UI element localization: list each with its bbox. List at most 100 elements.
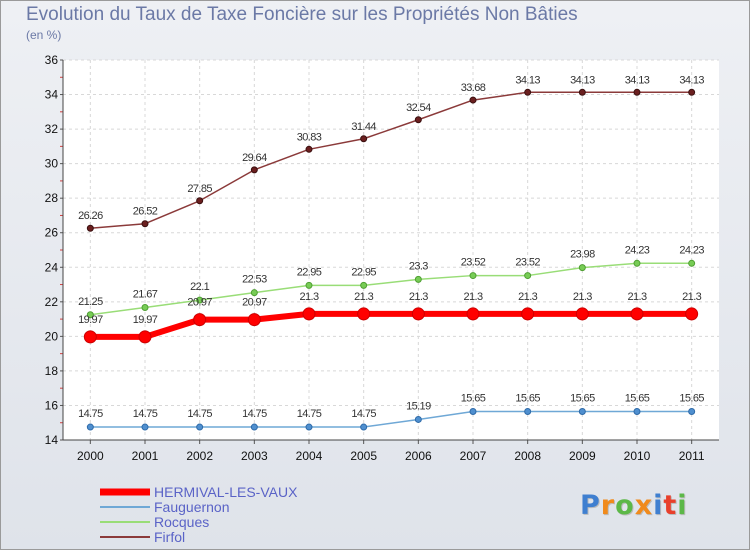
data-label: 34.13 [625,74,650,86]
grid-lines [63,59,719,441]
data-label: 23.3 [409,260,428,272]
data-label: 23.52 [515,257,540,269]
x-tick-label: 2009 [569,449,596,463]
y-tick-label: 28 [45,191,59,205]
data-point [196,296,204,304]
logo-letter: r [600,490,616,521]
x-tick-label: 2004 [296,449,323,463]
data-point [305,423,313,431]
data-point [633,408,641,415]
x-tick-label: 2003 [241,449,268,463]
data-point [578,408,586,415]
data-label: 26.26 [78,210,103,222]
logo-letter: i [677,490,688,521]
y-tick-label: 30 [45,157,59,171]
data-point [469,272,477,280]
logo-letter: o [615,490,635,521]
data-label: 22.53 [242,274,267,286]
x-tick-label: 2001 [132,449,159,463]
data-label: 21.3 [573,291,592,303]
data-point [360,423,368,431]
data-point [250,423,258,431]
data-label: 20.97 [187,297,212,309]
data-point [86,423,94,431]
logo-letter: P [580,490,601,521]
x-tick-label: 2002 [186,449,213,463]
data-label: 15.65 [515,393,540,405]
logo-letter: t [663,490,678,521]
data-point [688,88,696,96]
x-tick-label: 2007 [460,449,487,463]
data-label: 14.75 [351,408,376,420]
data-label: 34.13 [679,74,704,86]
data-label: 15.19 [406,400,431,412]
y-tick-label: 22 [45,295,59,309]
data-label: 23.52 [461,257,486,269]
data-point [630,307,644,321]
y-tick-label: 36 [45,53,59,67]
y-tick-label: 20 [45,329,59,343]
data-label: 21.3 [627,291,646,303]
data-point [578,264,586,272]
data-label: 29.64 [242,152,267,164]
series-line-rocques [90,262,692,316]
data-point [305,281,313,289]
data-label: 19.97 [78,314,103,326]
data-point [414,415,422,423]
data-label: 15.65 [570,393,595,405]
data-label: 34.13 [570,74,595,86]
data-point [414,116,422,124]
data-point [633,259,641,267]
data-point [466,307,480,321]
data-point [250,166,258,174]
chart-subtitle: (en %) [26,28,62,42]
data-point [521,307,535,321]
x-tick-label: 2000 [77,449,104,463]
y-tick-label: 14 [45,433,59,447]
data-label: 14.75 [187,408,212,420]
data-point [196,423,204,431]
data-point [524,408,532,415]
data-point [575,307,589,321]
data-point [360,135,368,143]
y-tick-label: 18 [45,364,59,378]
data-point [138,330,152,344]
data-point [193,313,207,327]
data-point [247,313,261,327]
data-point [524,272,532,280]
series-line-fauguernon [90,410,692,428]
data-point [633,88,641,96]
data-label: 21.3 [409,291,428,303]
x-tick-label: 2011 [679,449,705,463]
data-point [360,281,368,289]
data-label: 14.75 [133,408,158,420]
data-label: 21.3 [299,291,318,303]
data-label: 34.13 [515,74,540,86]
data-label: 21.3 [518,291,537,303]
data-point [141,423,149,431]
data-point [414,275,422,283]
data-point [86,311,94,319]
legend-label: Fauguernon [154,499,230,515]
data-label: 33.68 [461,82,486,94]
data-point [141,220,149,228]
legend-label: Rocques [154,514,209,530]
data-point [305,145,313,153]
data-point [469,96,477,104]
x-tick-label: 2005 [350,449,377,463]
data-label: 21.25 [78,296,103,308]
data-label: 14.75 [78,408,103,420]
data-label: 14.75 [242,408,267,420]
data-label: 20.97 [242,297,267,309]
logo-letter: i [653,490,664,521]
plot-area [63,60,719,440]
data-label: 30.83 [297,131,322,143]
data-label: 21.3 [463,291,482,303]
data-label: 31.44 [351,121,376,133]
x-tick-label: 2006 [405,449,432,463]
data-label: 23.98 [570,249,595,261]
data-point [469,408,477,415]
data-point [685,307,699,321]
y-tick-label: 32 [45,122,59,136]
